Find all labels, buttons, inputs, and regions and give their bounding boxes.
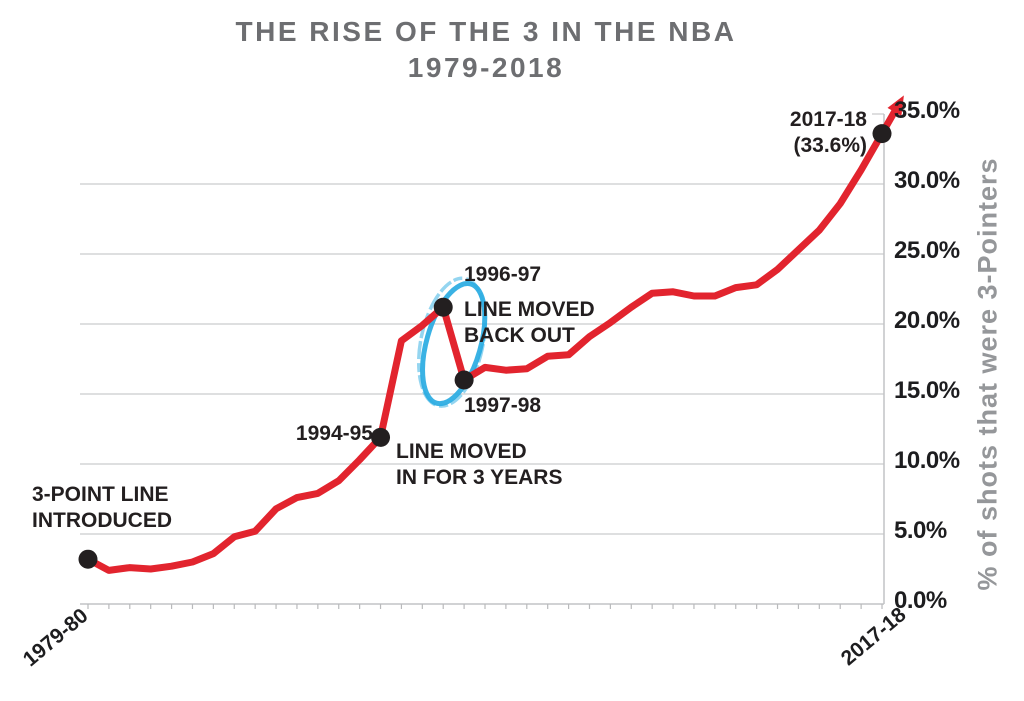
annotation-year-1996-97: 1996-97 <box>464 263 542 286</box>
y-axis-title: % of shots that were 3-Pointers <box>972 157 1003 591</box>
annotation-line: 3-POINT LINE <box>32 483 169 506</box>
y-tick-label: 0.0% <box>894 587 947 614</box>
annotation-year-1997-98: 1997-98 <box>464 394 542 417</box>
annotation-3point-line-introduced: 3-POINT LINE INTRODUCED <box>32 482 172 534</box>
chart-title: THE RISE OF THE 3 IN THE NBA 1979-2018 <box>88 14 884 86</box>
highlight-ellipse <box>420 281 488 407</box>
y-tick-label: 25.0% <box>894 237 960 264</box>
chart-title-line1: THE RISE OF THE 3 IN THE NBA <box>235 16 737 47</box>
annotation-line: BACK OUT <box>464 324 575 347</box>
three-point-rate-line <box>86 107 899 574</box>
chart-title-line2: 1979-2018 <box>407 52 565 83</box>
data-point-marker <box>78 549 98 569</box>
y-tick-label: 30.0% <box>894 167 960 194</box>
annotation-year-1994-95: 1994-95 <box>295 422 373 445</box>
annotation-line: LINE MOVED <box>396 440 527 463</box>
y-tick-label: 15.0% <box>894 377 960 404</box>
annotation-line: (33.6%) <box>793 134 867 157</box>
annotation-2017-18-value: 2017-18 (33.6%) <box>790 107 867 159</box>
annotation-line: 2017-18 <box>789 108 867 131</box>
annotation-line: LINE MOVED <box>464 298 595 321</box>
annotation-line: INTRODUCED <box>32 509 172 532</box>
y-tick-label: 5.0% <box>894 517 947 544</box>
y-tick-label: 10.0% <box>894 447 960 474</box>
data-point-marker <box>872 124 892 144</box>
y-tick-label: 35.0% <box>894 97 960 124</box>
data-point-marker <box>454 370 474 390</box>
trend-arrowhead <box>887 95 904 116</box>
annotation-line-moved-back-out: LINE MOVED BACK OUT <box>464 297 595 349</box>
annotation-line: IN FOR 3 YEARS <box>396 466 563 489</box>
data-point-marker <box>433 297 453 317</box>
data-point-marker <box>371 427 391 447</box>
y-tick-label: 20.0% <box>894 307 960 334</box>
annotation-line-moved-in: LINE MOVED IN FOR 3 YEARS <box>396 439 562 491</box>
